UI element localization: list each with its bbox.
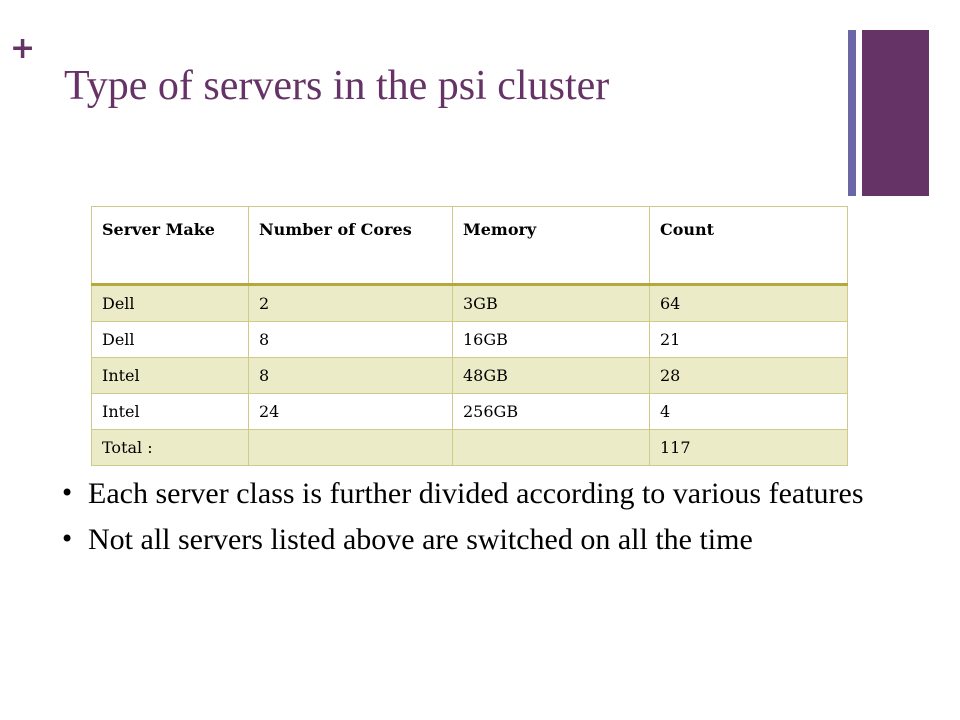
- table-cell: Dell: [91, 321, 249, 358]
- table-cell: 8: [248, 357, 453, 394]
- servers-table: Server Make Number of Cores Memory Count…: [91, 206, 848, 466]
- table-row: Intel 8 48GB 28: [91, 357, 848, 394]
- slide-title: Type of servers in the psi cluster: [64, 63, 610, 109]
- table-cell: 117: [649, 429, 848, 466]
- table-header-row: Server Make Number of Cores Memory Count: [91, 206, 848, 286]
- header-number-of-cores: Number of Cores: [248, 206, 453, 286]
- plus-icon: +: [10, 31, 36, 66]
- bullet-item: • Each server class is further divided a…: [60, 472, 890, 515]
- bullet-icon: •: [60, 479, 75, 507]
- bullet-list: • Each server class is further divided a…: [60, 472, 890, 564]
- table-row: Dell 2 3GB 64: [91, 284, 848, 322]
- table-cell: Total :: [91, 429, 249, 466]
- bullet-text: Not all servers listed above are switche…: [88, 523, 753, 556]
- bullet-icon: •: [60, 525, 75, 553]
- table-cell: Intel: [91, 357, 249, 394]
- bullet-text: Each server class is further divided acc…: [88, 477, 864, 510]
- table-cell: Intel: [91, 393, 249, 430]
- table-cell: 256GB: [452, 393, 650, 430]
- accent-bar-thin: [848, 30, 856, 196]
- header-count: Count: [649, 206, 848, 286]
- table-cell: 2: [248, 284, 453, 322]
- table-cell: 8: [248, 321, 453, 358]
- accent-bar-thick: [862, 30, 929, 196]
- table-cell: 48GB: [452, 357, 650, 394]
- table-total-row: Total : 117: [91, 429, 848, 466]
- header-memory: Memory: [452, 206, 650, 286]
- table-cell: 24: [248, 393, 453, 430]
- table-cell: [248, 429, 453, 466]
- table-cell: 16GB: [452, 321, 650, 358]
- table-cell: 64: [649, 284, 848, 322]
- table-cell: 3GB: [452, 284, 650, 322]
- table-cell: 21: [649, 321, 848, 358]
- bullet-item: • Not all servers listed above are switc…: [60, 518, 890, 561]
- table-row: Dell 8 16GB 21: [91, 321, 848, 358]
- header-server-make: Server Make: [91, 206, 249, 286]
- table-cell: Dell: [91, 284, 249, 322]
- table-row: Intel 24 256GB 4: [91, 393, 848, 430]
- table-cell: 4: [649, 393, 848, 430]
- table-cell: [452, 429, 650, 466]
- table-cell: 28: [649, 357, 848, 394]
